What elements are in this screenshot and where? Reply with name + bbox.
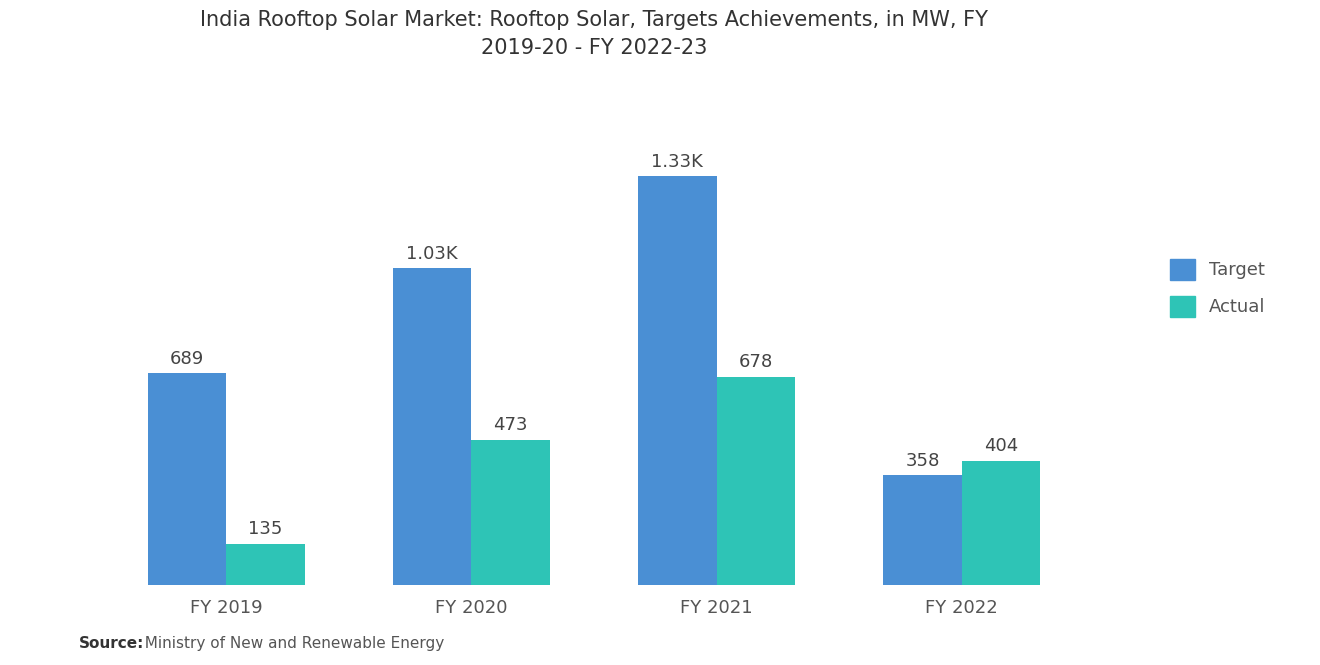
- Bar: [638, 176, 717, 585]
- Text: 135: 135: [248, 520, 282, 538]
- Bar: [717, 376, 795, 585]
- Text: 404: 404: [983, 438, 1018, 456]
- Bar: [962, 461, 1040, 585]
- Bar: [471, 440, 550, 585]
- Text: 689: 689: [170, 350, 205, 368]
- Legend: Target, Actual: Target, Actual: [1160, 250, 1275, 326]
- Text: 1.33K: 1.33K: [651, 152, 704, 171]
- Bar: [148, 373, 226, 585]
- Text: 678: 678: [739, 353, 774, 371]
- Bar: [226, 544, 305, 585]
- Text: Source:: Source:: [79, 636, 145, 652]
- Text: 1.03K: 1.03K: [407, 245, 458, 263]
- Text: 358: 358: [906, 452, 940, 469]
- Text: 473: 473: [494, 416, 528, 434]
- Bar: [393, 269, 471, 585]
- Text: Ministry of New and Renewable Energy: Ministry of New and Renewable Energy: [135, 636, 444, 652]
- Title: India Rooftop Solar Market: Rooftop Solar, Targets Achievements, in MW, FY
2019-: India Rooftop Solar Market: Rooftop Sola…: [201, 10, 987, 59]
- Bar: [883, 475, 962, 585]
